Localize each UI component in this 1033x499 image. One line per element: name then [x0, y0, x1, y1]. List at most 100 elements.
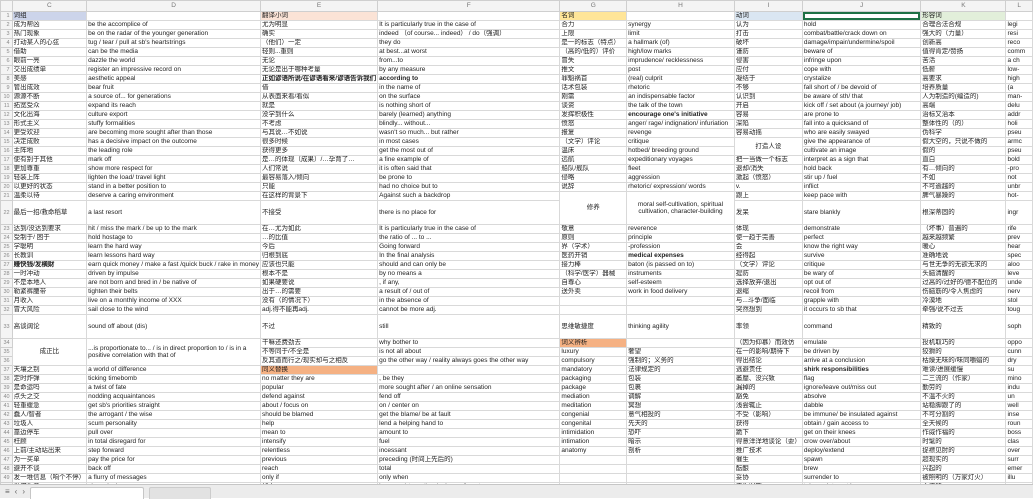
cell-H8[interactable]: (real) culprit — [626, 74, 735, 84]
cell-K45[interactable]: 时髦的 — [920, 437, 1007, 447]
row-header-2[interactable]: 2 — [0, 20, 13, 30]
cell-H34[interactable] — [626, 338, 735, 348]
cell-L13[interactable]: holi — [1005, 119, 1033, 129]
cell-I29[interactable]: 选择放弃/退出 — [733, 278, 803, 288]
row-header-23[interactable]: 23 — [0, 224, 13, 234]
cell-D4[interactable]: tug / tear / pull at sb's heartstrings — [86, 38, 261, 48]
cell-C7[interactable]: 交出成绩单 — [11, 65, 88, 75]
cell-F27[interactable]: should and can only be — [377, 260, 561, 270]
cell-J24[interactable]: perfect — [801, 233, 922, 243]
cell-E15[interactable]: 很多时候 — [259, 137, 379, 147]
cell-H49[interactable] — [626, 473, 735, 483]
cell-F34[interactable]: why bother to — [377, 338, 561, 348]
cell-K26[interactable]: 准确地说 — [920, 251, 1007, 261]
cell-D21[interactable]: deserve a caring environment — [86, 191, 261, 201]
cell-D48[interactable]: back off — [86, 464, 261, 474]
menu-icon[interactable]: ≡ — [5, 486, 10, 496]
cell-K38[interactable]: 二三流的（作家） — [920, 374, 1007, 384]
cell-H37[interactable]: 法律规定的 — [626, 365, 735, 375]
cell-D37[interactable]: a world of difference — [86, 365, 261, 375]
cell-H5[interactable]: high/low marks — [626, 47, 735, 57]
cell-E10[interactable]: 从表面来看/看似 — [259, 92, 379, 102]
cell-L49[interactable]: illu — [1005, 473, 1033, 483]
cell-L42[interactable]: inse — [1005, 410, 1033, 420]
cell-J15[interactable]: give the appearance of — [801, 137, 922, 147]
cell-L43[interactable]: roun — [1005, 419, 1033, 429]
cell-D18[interactable]: show more respect for — [86, 164, 261, 174]
cell-H35[interactable]: 奢望 — [626, 347, 735, 357]
cell-F48[interactable]: total — [377, 464, 561, 474]
cell-J35[interactable]: be driven by — [801, 347, 922, 357]
cell-F9[interactable]: in the name of — [377, 83, 561, 93]
cell-C15[interactable]: 决定成败 — [11, 137, 88, 147]
cell-H27[interactable]: baton (is passed on to) — [626, 260, 735, 270]
cell-D14[interactable]: are becoming more sought after than thos… — [86, 128, 261, 138]
cell-E16[interactable]: 获得更多 — [259, 146, 379, 156]
cell-I10[interactable]: 认识到 — [733, 92, 803, 102]
row-header-22[interactable]: 22 — [0, 200, 13, 225]
cell-L4[interactable]: reco — [1005, 38, 1033, 48]
cell-J45[interactable]: crow over/about — [801, 437, 922, 447]
row-header-8[interactable]: 8 — [0, 74, 13, 84]
cell-H2[interactable]: synergy — [626, 20, 735, 30]
cell-H1[interactable] — [626, 11, 735, 21]
cell-E28[interactable]: 根本不是 — [259, 269, 379, 279]
cell-K8[interactable]: 高要求 — [920, 74, 1007, 84]
cell-I42[interactable]: 不受（影响） — [733, 410, 803, 420]
cell-E8[interactable]: 正如谚语所说/在谚语看来/谚语告诉我们 — [259, 74, 379, 84]
cell-F45[interactable]: fuel — [377, 437, 561, 447]
cell-C17[interactable]: 使有别于其他 — [11, 155, 88, 165]
cell-D1[interactable] — [86, 11, 261, 21]
cell-H42[interactable]: 意气相投的 — [626, 410, 735, 420]
cell-I38[interactable]: 萎靡、没兴致 — [733, 374, 803, 384]
cell-F38[interactable]: , be they — [377, 374, 561, 384]
cell-I14[interactable]: 容易动摇 — [733, 128, 803, 138]
cell-E48[interactable]: reach — [259, 464, 379, 474]
cell-K37[interactable]: 难读/进展缓慢 — [920, 365, 1007, 375]
cell-J4[interactable]: damage/impair/undermine/spoil — [801, 38, 922, 48]
cell-E7[interactable]: 无论是出于哪种考量 — [259, 65, 379, 75]
cell-D40[interactable]: nodding acquaintances — [86, 392, 261, 402]
cell-I34[interactable]: （因为仰慕）而效仿 — [733, 338, 803, 348]
cell-G26[interactable]: 医药开销 — [559, 251, 628, 261]
cell-C39[interactable]: 是命运吗 — [11, 383, 88, 393]
cell-K4[interactable]: 创新高 — [920, 38, 1007, 48]
cell-G47[interactable] — [559, 455, 628, 465]
select-all-corner[interactable] — [0, 0, 13, 12]
cell-G35[interactable]: luxury — [559, 347, 628, 357]
cell-F29[interactable]: , if any, — [377, 278, 561, 288]
cell-K47[interactable]: 超现实的 — [920, 455, 1007, 465]
cell-K14[interactable]: 伪科学 — [920, 128, 1007, 138]
cell-K35[interactable]: 狡猾的 — [920, 347, 1007, 357]
cell-L10[interactable]: man- — [1005, 92, 1033, 102]
cell-C1[interactable]: 词组 — [11, 11, 88, 21]
cell-D6[interactable]: dazzle the world — [86, 56, 261, 66]
cell-J39[interactable]: ignore/leave out/miss out — [801, 383, 922, 393]
cell-D39[interactable]: a twist of fate — [86, 383, 261, 393]
row-header-16[interactable]: 16 — [0, 146, 13, 156]
cell-C8[interactable]: 美感 — [11, 74, 88, 84]
cell-K17[interactable]: 直白 — [920, 155, 1007, 165]
cell-J28[interactable]: be wary of — [801, 269, 922, 279]
cell-L33[interactable]: soph — [1005, 314, 1033, 339]
cell-F6[interactable]: from...to — [377, 56, 561, 66]
cell-L40[interactable]: un — [1005, 392, 1033, 402]
cell-G36[interactable]: compulsory — [559, 356, 628, 366]
cell-F30[interactable]: a result of / out of — [377, 287, 561, 297]
cell-K22[interactable]: 根深蒂固的 — [920, 200, 1007, 225]
cell-I48[interactable]: 酝酿 — [733, 464, 803, 474]
cell-I22[interactable]: 发呆 — [733, 200, 803, 225]
cell-E45[interactable]: intensify — [259, 437, 379, 447]
cell-J31[interactable]: grapple with — [801, 296, 922, 306]
cell-C13[interactable]: 形式主义 — [11, 119, 88, 129]
cell-H10[interactable]: an indispensable factor — [626, 92, 735, 102]
cell-H3[interactable]: limit — [626, 29, 735, 39]
cell-D20[interactable]: stand in a better position to — [86, 182, 261, 192]
cell-H41[interactable]: 冥想 — [626, 401, 735, 411]
cell-K9[interactable]: 培养质量 — [920, 83, 1007, 93]
cell-H23[interactable]: reverence — [626, 224, 735, 234]
cell-H14[interactable]: revenge — [626, 128, 735, 138]
cell-G46[interactable]: anatomy — [559, 446, 628, 456]
cell-L29[interactable]: unde — [1005, 278, 1033, 288]
row-header-35[interactable]: 35 — [0, 347, 13, 357]
